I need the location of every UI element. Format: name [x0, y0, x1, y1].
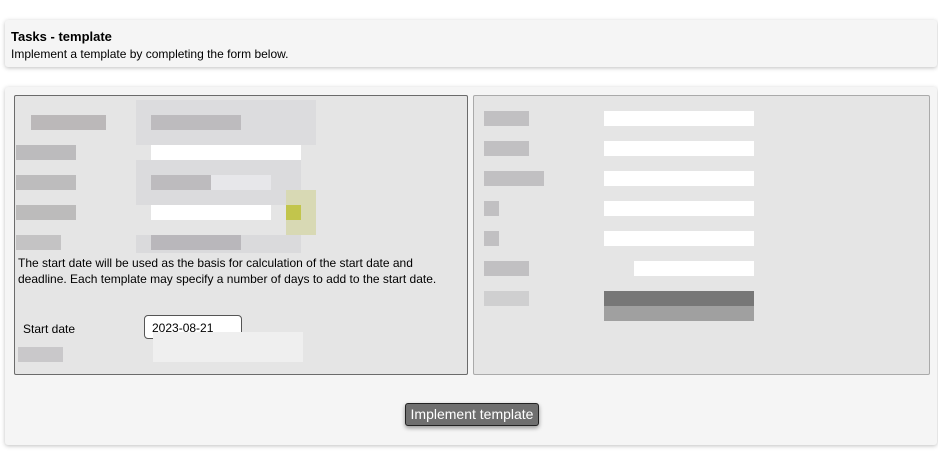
redacted-label: [16, 235, 61, 250]
redacted-input[interactable]: [151, 145, 301, 160]
redacted-input[interactable]: [604, 231, 754, 246]
page-header: Tasks - template Implement a template by…: [5, 20, 937, 67]
page-title: Tasks - template: [11, 29, 112, 44]
redacted-input[interactable]: [604, 141, 754, 156]
redacted-label: [484, 171, 544, 186]
redacted-label: [484, 201, 499, 216]
redacted-field: [211, 175, 271, 190]
redacted-label: [484, 261, 529, 276]
right-form-panel: [473, 95, 930, 375]
redacted-input[interactable]: [634, 261, 754, 276]
redacted-input[interactable]: [604, 111, 754, 126]
redacted-input[interactable]: [604, 201, 754, 216]
redacted-select[interactable]: [604, 291, 754, 306]
redacted-label: [31, 115, 106, 130]
start-date-help-text: The start date will be used as the basis…: [18, 256, 437, 286]
redacted-label: [484, 111, 529, 126]
start-date-label: Start date: [23, 322, 76, 336]
redacted-field: [151, 235, 241, 250]
redacted-label: [18, 347, 63, 362]
left-form-panel: The start date will be used as the basis…: [14, 95, 468, 375]
redacted-select[interactable]: [604, 306, 754, 321]
redacted-label: [484, 231, 499, 246]
redacted-field: [151, 175, 211, 190]
redacted-field: [151, 115, 241, 130]
redacted-input[interactable]: [153, 332, 303, 362]
template-form: The start date will be used as the basis…: [5, 87, 937, 445]
redacted-label: [16, 175, 76, 190]
redacted-label: [16, 205, 76, 220]
redacted-label: [16, 145, 76, 160]
implement-template-button[interactable]: Implement template: [405, 403, 539, 426]
redacted-label: [484, 291, 529, 306]
calendar-icon-center: [286, 205, 301, 220]
redacted-input[interactable]: [604, 171, 754, 186]
page-subtitle: Implement a template by completing the f…: [11, 47, 289, 61]
redacted-input[interactable]: [151, 205, 271, 220]
redacted-label: [484, 141, 529, 156]
